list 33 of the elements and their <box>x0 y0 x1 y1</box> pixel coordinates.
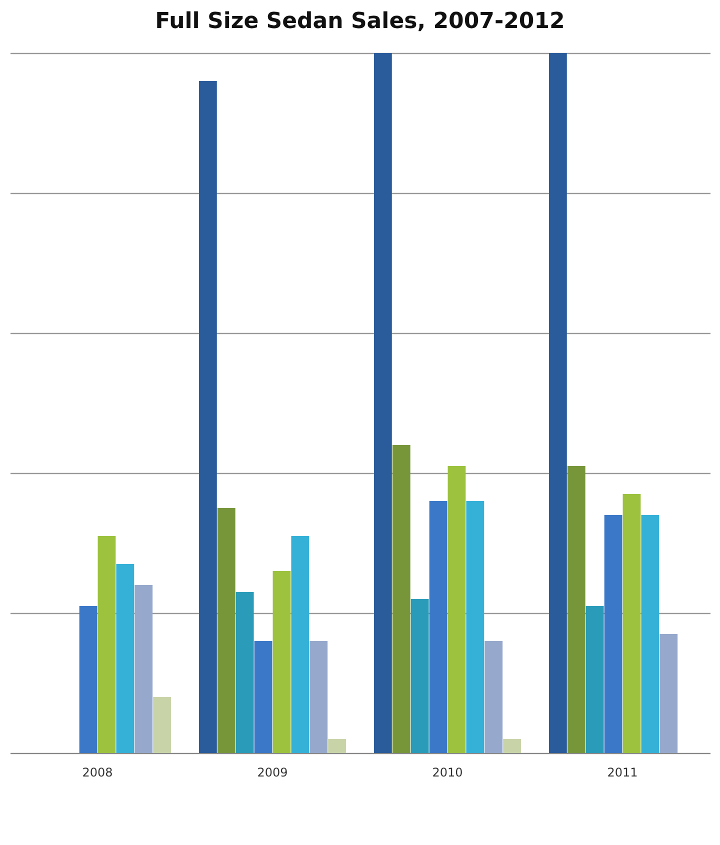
bar <box>549 53 567 753</box>
bar <box>448 466 466 753</box>
x-tick-label: 2008 <box>82 766 113 780</box>
bar <box>310 641 328 753</box>
bar <box>660 634 678 753</box>
bar <box>328 739 346 753</box>
bar <box>429 501 448 753</box>
bar <box>272 571 291 753</box>
bar <box>586 606 604 753</box>
bar <box>410 599 429 753</box>
bar <box>392 445 410 753</box>
bar <box>116 564 134 753</box>
x-tick-label: 2009 <box>257 766 288 780</box>
bar <box>79 606 98 753</box>
bar <box>641 515 660 753</box>
x-tick-label: 2010 <box>432 766 463 780</box>
bar <box>254 641 272 753</box>
bar <box>503 739 521 753</box>
bar <box>604 515 622 753</box>
bar <box>374 53 392 753</box>
bar <box>622 494 641 753</box>
bar <box>236 592 254 753</box>
chart-title: Full Size Sedan Sales, 2007-2012 <box>155 9 565 34</box>
bar <box>567 466 586 753</box>
bar <box>291 536 310 753</box>
bar <box>484 641 503 753</box>
bar <box>153 697 171 753</box>
bar <box>98 536 116 753</box>
bar <box>217 508 236 753</box>
bar <box>466 501 484 753</box>
x-tick-label: 2011 <box>607 766 638 780</box>
bar <box>199 81 217 753</box>
bar <box>134 585 153 753</box>
